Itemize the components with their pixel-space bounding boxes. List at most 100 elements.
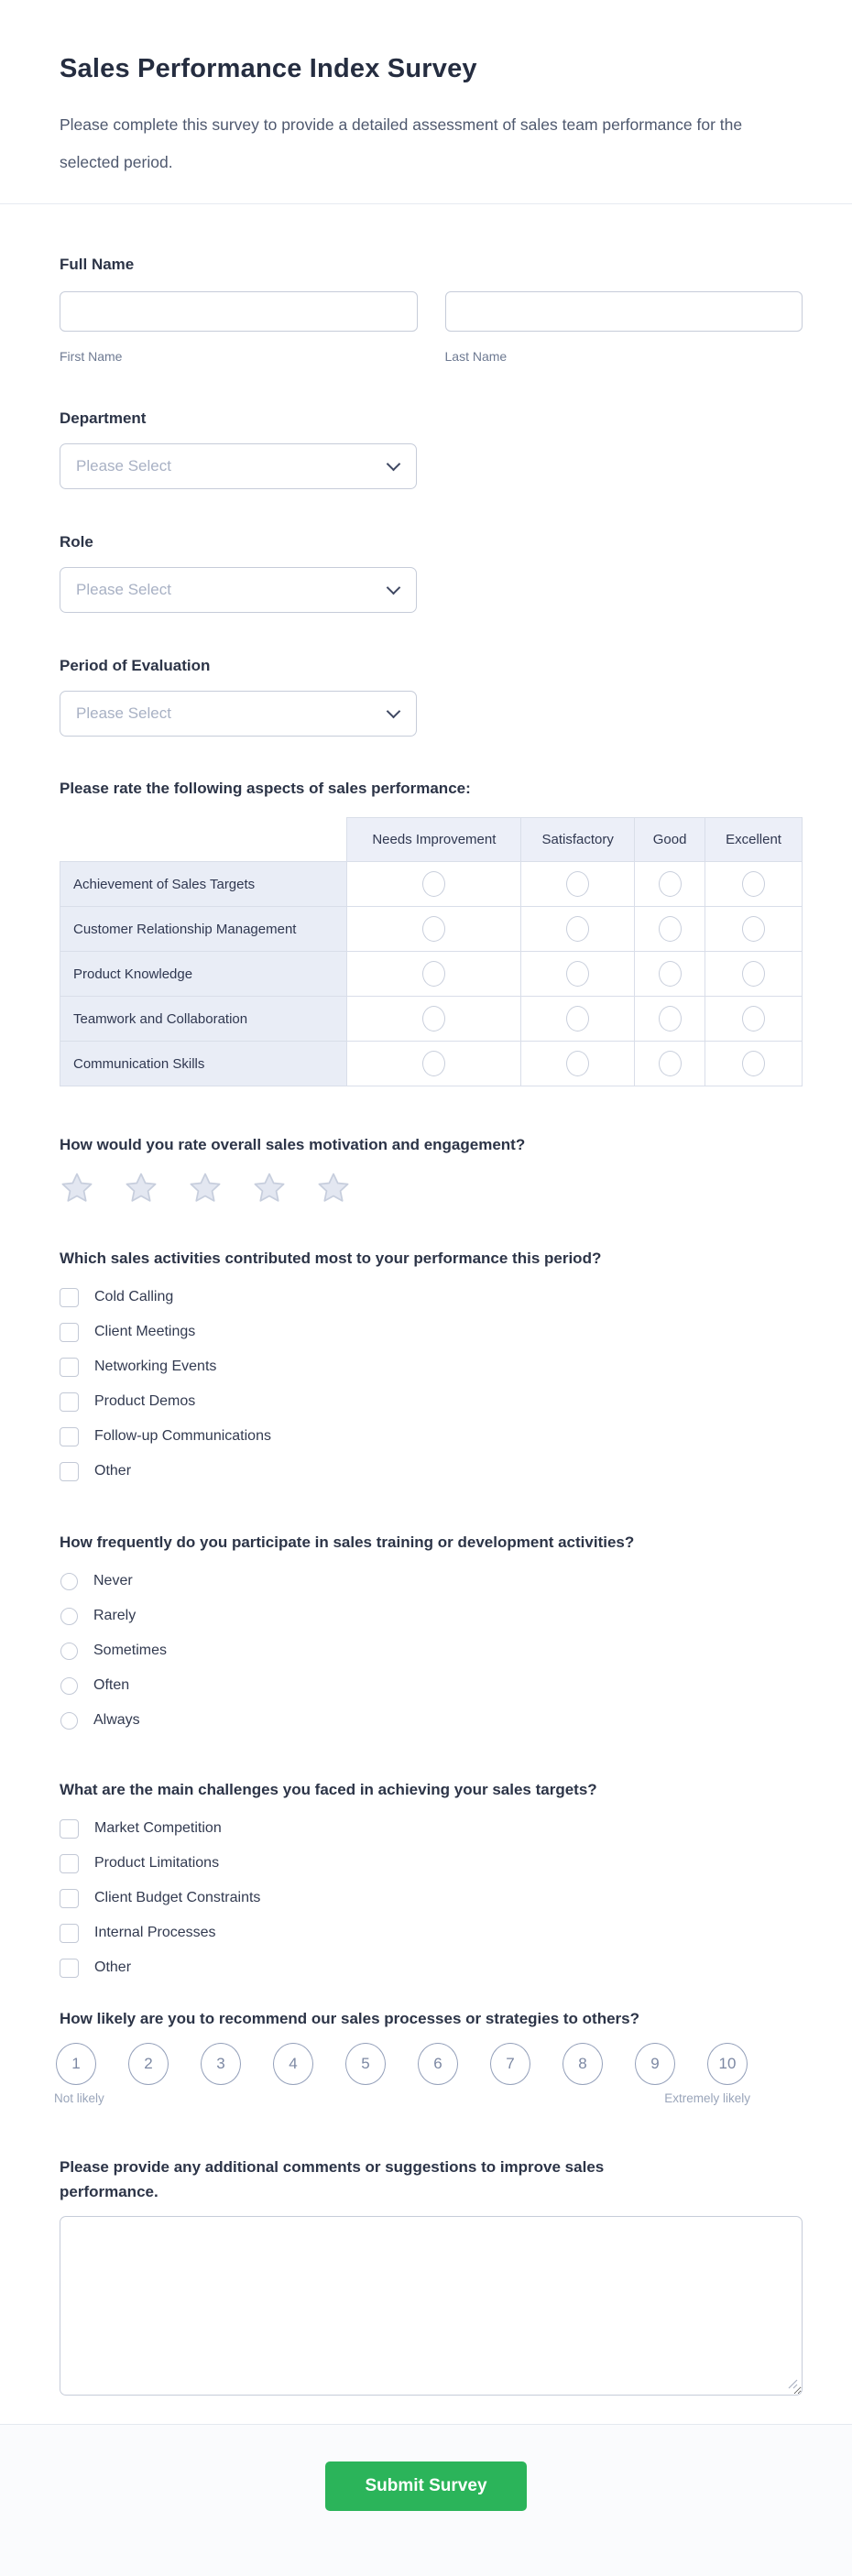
matrix-radio[interactable] — [658, 916, 682, 942]
radio-never[interactable] — [60, 1572, 78, 1590]
recommend-question: How likely are you to recommend our sale… — [60, 2010, 639, 2027]
scale-labels: Not likely Extremely likely — [54, 2091, 750, 2105]
star-rating-5[interactable] — [316, 1171, 351, 1206]
survey-card: Sales Performance Index Survey Please co… — [0, 0, 852, 2425]
list-item: Networking Events — [60, 1357, 803, 1377]
matrix-col-header: Excellent — [705, 817, 803, 862]
radio-often[interactable] — [60, 1676, 78, 1695]
matrix-radio[interactable] — [422, 871, 446, 897]
form-footer: Submit Survey — [0, 2425, 852, 2561]
comments-textarea[interactable] — [60, 2216, 803, 2396]
first-name-col: First Name — [60, 291, 418, 365]
chevron-down-icon — [386, 580, 401, 595]
first-name-sublabel: First Name — [60, 349, 123, 364]
scale-right-label: Extremely likely — [664, 2091, 750, 2105]
radio-sometimes[interactable] — [60, 1642, 78, 1660]
matrix-radio[interactable] — [742, 871, 766, 897]
name-row: First Name Last Name — [60, 291, 803, 365]
star-icon — [254, 1173, 285, 1202]
scale-option-6[interactable]: 6 — [418, 2043, 458, 2085]
checkbox-client-meetings[interactable] — [60, 1322, 79, 1342]
comments-wrapper — [60, 2216, 803, 2396]
scale-option-5[interactable]: 5 — [345, 2043, 386, 2085]
training-question: How frequently do you participate in sal… — [60, 1534, 635, 1551]
checkbox-internal-processes[interactable] — [60, 1923, 79, 1943]
scale-option-1[interactable]: 1 — [56, 2043, 96, 2085]
matrix-radio[interactable] — [566, 1006, 590, 1031]
list-item: Never — [60, 1571, 803, 1591]
matrix-corner — [60, 818, 347, 862]
activities-options: Cold Calling Client Meetings Networking … — [60, 1287, 803, 1481]
matrix-radio[interactable] — [742, 1051, 766, 1076]
first-name-input[interactable] — [60, 291, 418, 332]
checkbox-networking-events[interactable] — [60, 1357, 79, 1377]
role-placeholder: Please Select — [76, 581, 171, 598]
matrix-radio[interactable] — [566, 871, 590, 897]
list-item: Follow-up Communications — [60, 1426, 803, 1446]
checkbox-product-limitations[interactable] — [60, 1853, 79, 1873]
motivation-question: How would you rate overall sales motivat… — [60, 1136, 526, 1153]
scale-option-7[interactable]: 7 — [490, 2043, 530, 2085]
matrix-radio[interactable] — [658, 1006, 682, 1031]
submit-button[interactable]: Submit Survey — [325, 2461, 527, 2511]
matrix-radio[interactable] — [742, 916, 766, 942]
star-rating-4[interactable] — [252, 1171, 287, 1206]
list-item: Cold Calling — [60, 1287, 803, 1307]
checkbox-other-activity[interactable] — [60, 1461, 79, 1481]
role-select[interactable]: Please Select — [60, 567, 417, 613]
matrix-radio[interactable] — [658, 961, 682, 987]
list-item: Product Limitations — [60, 1853, 803, 1873]
scale-option-9[interactable]: 9 — [635, 2043, 675, 2085]
star-rating-2[interactable] — [124, 1171, 158, 1206]
matrix-radio[interactable] — [422, 1006, 446, 1031]
matrix-radio[interactable] — [658, 1051, 682, 1076]
challenges-options: Market Competition Product Limitations C… — [60, 1818, 803, 1978]
star-rating — [60, 1171, 803, 1206]
matrix-radio[interactable] — [422, 1051, 446, 1076]
checkbox-product-demos[interactable] — [60, 1392, 79, 1412]
matrix-radio[interactable] — [422, 961, 446, 987]
scale-option-3[interactable]: 3 — [201, 2043, 241, 2085]
chevron-down-icon — [386, 704, 401, 719]
scale-option-2[interactable]: 2 — [128, 2043, 169, 2085]
checkbox-market-competition[interactable] — [60, 1818, 79, 1839]
matrix-radio[interactable] — [742, 1006, 766, 1031]
department-select[interactable]: Please Select — [60, 443, 417, 489]
radio-always[interactable] — [60, 1711, 78, 1730]
matrix-radio[interactable] — [566, 1051, 590, 1076]
last-name-sublabel: Last Name — [444, 349, 508, 364]
scale-left-label: Not likely — [54, 2091, 104, 2105]
scale-option-10[interactable]: 10 — [707, 2043, 748, 2085]
matrix-radio[interactable] — [422, 916, 446, 942]
checkbox-follow-up[interactable] — [60, 1426, 79, 1446]
list-item: Always — [60, 1710, 803, 1730]
full-name-label: Full Name — [60, 256, 135, 273]
checkbox-cold-calling[interactable] — [60, 1287, 79, 1307]
period-select[interactable]: Please Select — [60, 691, 417, 737]
period-label: Period of Evaluation — [60, 657, 211, 674]
matrix-header-row: Needs Improvement Satisfactory Good Exce… — [60, 817, 803, 862]
last-name-input[interactable] — [444, 291, 803, 332]
challenges-question: What are the main challenges you faced i… — [60, 1781, 597, 1798]
matrix-col-header: Good — [634, 817, 706, 862]
star-icon — [190, 1173, 221, 1202]
table-row: Customer Relationship Management — [59, 906, 803, 952]
scale-option-4[interactable]: 4 — [273, 2043, 313, 2085]
department-label: Department — [60, 409, 147, 427]
matrix-radio[interactable] — [742, 961, 766, 987]
checkbox-client-budget[interactable] — [60, 1888, 79, 1908]
recommend-scale: 1 2 3 4 5 6 7 8 9 10 — [56, 2043, 748, 2085]
matrix-radio[interactable] — [566, 916, 590, 942]
star-rating-1[interactable] — [60, 1171, 94, 1206]
list-item: Often — [60, 1675, 803, 1696]
list-item: Rarely — [60, 1606, 803, 1626]
form-header: Sales Performance Index Survey Please co… — [0, 0, 852, 204]
scale-option-8[interactable]: 8 — [563, 2043, 603, 2085]
matrix-radio[interactable] — [566, 961, 590, 987]
matrix-radio[interactable] — [658, 871, 682, 897]
star-rating-3[interactable] — [188, 1171, 223, 1206]
checkbox-other-challenge[interactable] — [60, 1958, 79, 1978]
list-item: Internal Processes — [60, 1923, 803, 1943]
matrix-col-header: Needs Improvement — [346, 817, 522, 862]
radio-rarely[interactable] — [60, 1607, 78, 1625]
